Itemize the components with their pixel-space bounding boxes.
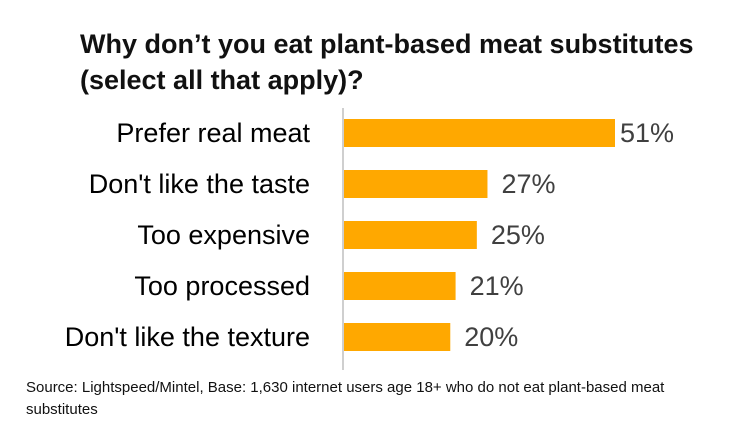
bar-chart: Prefer real meat 51% Don't like the taste 2… [65,108,674,370]
data-label: 25% [491,220,545,250]
data-label: 27% [501,169,555,199]
data-label: 21% [470,271,524,301]
bar [344,323,451,351]
bar [344,170,488,198]
bar [344,221,477,249]
data-label: 51% [620,118,674,148]
chart-title: Why don’t you eat plant-based meat subst… [80,29,694,95]
bar [344,119,615,147]
category-label: Prefer real meat [116,118,310,148]
bar [344,272,456,300]
category-label: Don't like the taste [89,169,310,199]
data-label: 20% [464,322,518,352]
category-label: Too expensive [137,220,310,250]
category-label: Too processed [134,271,310,301]
category-label: Don't like the texture [65,322,310,352]
source-note: Source: Lightspeed/Mintel, Base: 1,630 i… [26,379,665,418]
